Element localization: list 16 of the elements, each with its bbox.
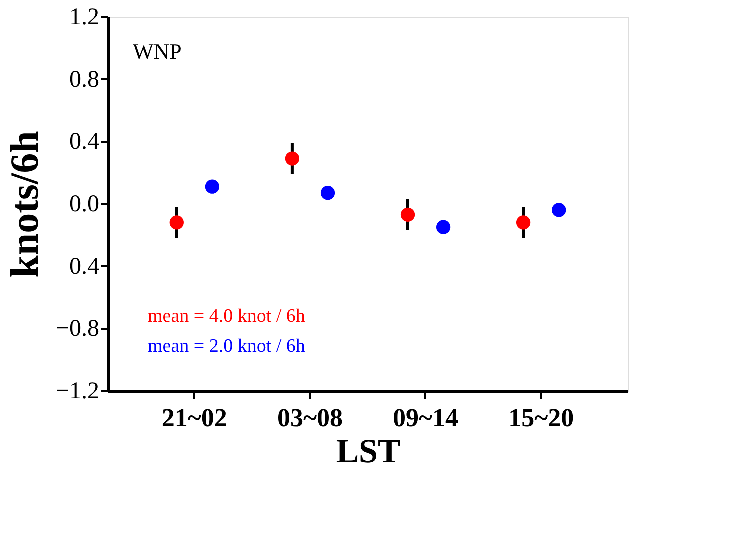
y-tick-label: 1.2 — [70, 4, 100, 30]
y-axis-title: knots/6h — [2, 131, 47, 278]
y-tick-label: 0.0 — [70, 192, 100, 218]
y-tick-label: −0.8 — [56, 316, 100, 342]
x-tick-label: 15~20 — [508, 404, 574, 432]
x-tick-label: 03~08 — [277, 404, 343, 432]
annotation: WNP — [133, 39, 182, 64]
y-tick-label: 0.4 — [70, 254, 100, 280]
y-tick-label: 0.4 — [70, 129, 100, 156]
x-tick-label: 09~14 — [393, 404, 459, 432]
y-tick-label: −1.2 — [56, 378, 100, 404]
x-tick-label: 21~02 — [162, 404, 228, 432]
text: mean = 2.0 knot / 6h — [148, 336, 306, 357]
x-axis-title: LST — [336, 434, 401, 470]
y-tick-label: 0.8 — [70, 66, 100, 93]
text: mean = 4.0 knot / 6h — [148, 306, 306, 327]
